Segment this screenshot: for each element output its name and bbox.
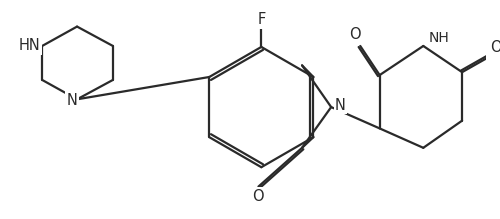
Text: F: F: [257, 12, 266, 27]
Text: O: O: [490, 41, 500, 55]
Text: HN: HN: [18, 39, 40, 53]
Text: O: O: [252, 189, 264, 204]
Text: N: N: [66, 93, 77, 108]
Text: O: O: [350, 27, 361, 42]
Text: NH: NH: [428, 31, 449, 45]
Text: N: N: [335, 98, 346, 113]
